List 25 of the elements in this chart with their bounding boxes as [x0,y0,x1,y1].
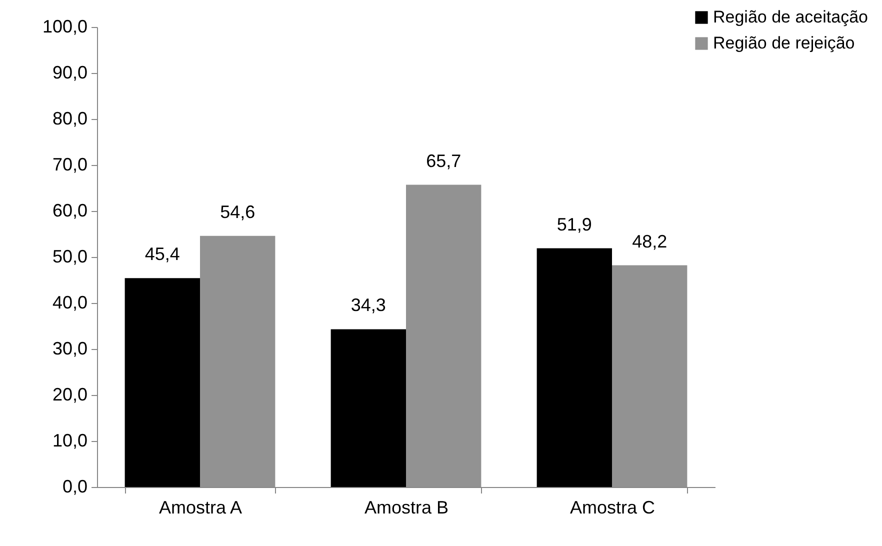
y-tick-label: 80,0 [52,108,88,128]
bar [536,248,612,487]
data-label: 54,6 [220,202,256,222]
y-tick-label: 10,0 [52,430,88,450]
x-tick-label: Amostra B [364,498,449,518]
data-label: 34,3 [350,295,386,316]
y-tick-label: 90,0 [52,62,88,82]
x-tick-label: Amostra C [570,498,656,518]
y-tick-label: 50,0 [52,246,88,266]
legend-label: Região de rejeição [713,34,855,52]
bar [330,329,406,487]
y-tick-label: 100,0 [42,16,88,36]
data-label: 51,9 [556,214,592,234]
y-tick-label: 20,0 [52,384,88,404]
y-tick-label: 30,0 [52,338,88,358]
legend-label: Região de aceitação [713,8,868,26]
y-tick-label: 40,0 [52,292,88,312]
x-tick-label: Amostra A [158,498,242,518]
bar [124,278,200,487]
data-label: 45,4 [144,244,180,264]
y-tick-label: 0,0 [62,476,88,496]
y-tick-label: 60,0 [52,200,88,220]
y-tick-label: 70,0 [52,154,88,174]
data-label: 48,2 [632,231,668,252]
data-label: 65,7 [426,150,462,171]
